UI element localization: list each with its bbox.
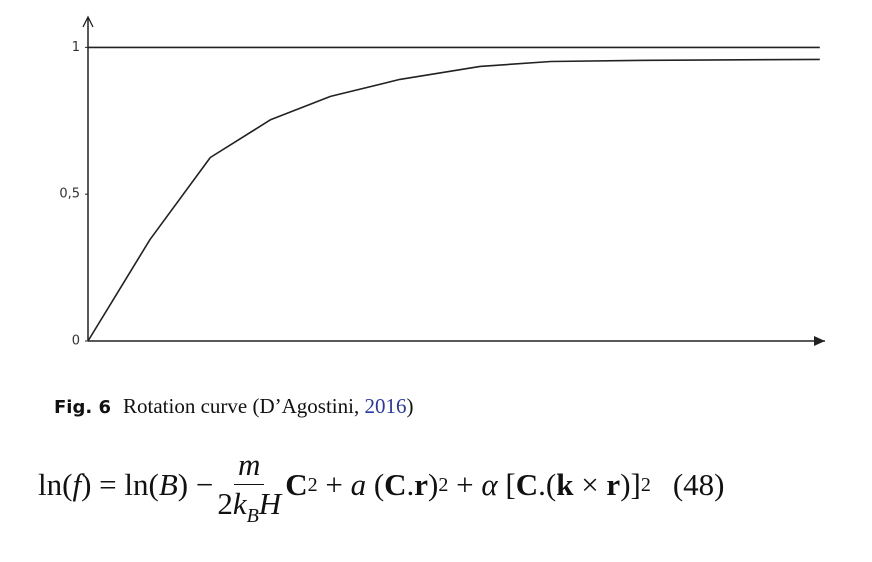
eq-part: a — [350, 466, 367, 502]
eq-part: B — [158, 466, 178, 502]
eq-part: . — [406, 466, 415, 502]
equation-number: (48) — [672, 466, 725, 502]
eq-part: α — [481, 466, 498, 502]
eq-part: C — [285, 466, 308, 502]
eq-part: × — [573, 466, 607, 502]
y-tick-label: 1 — [72, 40, 80, 55]
eq-part: C — [384, 466, 407, 502]
eq-part: [ — [497, 466, 516, 502]
caption-text: Rotation curve (D’Agostini, — [122, 394, 365, 418]
figure-caption: Fig. 6 Rotation curve (D’Agostini, 2016) — [54, 394, 413, 419]
y-axis-arrow — [82, 15, 94, 28]
eq-part: r — [414, 466, 429, 502]
denominator: 2kBH — [217, 485, 282, 527]
citation-year[interactable]: 2016 — [364, 394, 407, 418]
figure-label: Fig. 6 — [54, 397, 111, 418]
fraction: m 2kBH — [217, 447, 282, 527]
eq-part: H — [258, 486, 282, 522]
eq-part: ) — [428, 466, 439, 502]
eq-part: + — [317, 466, 351, 502]
eq-part: r — [606, 466, 621, 502]
y-tick-label: 0,5 — [59, 187, 80, 202]
y-tick-label: 0 — [72, 334, 80, 349]
caption-text: ) — [406, 394, 414, 418]
eq-part: ( — [366, 466, 385, 502]
x-axis-arrow — [814, 336, 825, 346]
eq-part: ) − — [177, 466, 214, 502]
eq-part: ln( — [38, 466, 73, 502]
eq-part: B — [246, 505, 259, 528]
chart: 00,51 — [59, 15, 825, 349]
eq-part: f — [72, 466, 82, 502]
eq-part: )] — [620, 466, 641, 502]
eq-part: k — [556, 466, 574, 502]
curve — [87, 58, 820, 342]
eq-part: 2 — [217, 486, 233, 522]
eq-part: ) = ln( — [81, 466, 159, 502]
eq-part: k — [232, 486, 247, 522]
eq-part: .( — [538, 466, 557, 502]
eq-part: + — [448, 466, 482, 502]
eq-part: m — [234, 447, 265, 486]
eq-part: C — [515, 466, 539, 502]
